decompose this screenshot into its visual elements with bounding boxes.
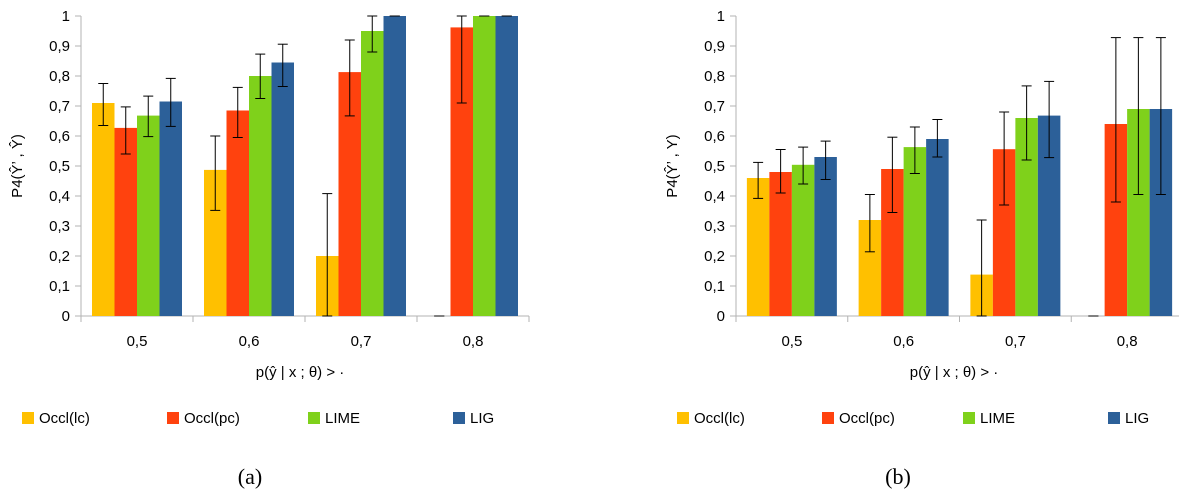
legend-swatch [677,412,689,424]
bar [814,157,837,316]
y-tick-label: 0,7 [704,98,725,115]
panel-caption: (a) [238,464,262,489]
x-tick-label: 0,7 [351,333,372,350]
y-tick-label: 0,2 [49,248,70,265]
x-tick-label: 0,5 [127,333,148,350]
y-axis-label: P4(Ŷ’ , Y) [664,134,681,197]
y-tick-label: 0,3 [704,218,725,235]
bar [1037,115,1061,316]
bar [858,220,882,316]
bar [495,16,518,316]
x-axis-label: p(ŷ | x ; θ) > · [256,364,345,381]
bar [114,127,137,317]
bar [204,169,227,316]
y-tick-label: 0,5 [49,158,70,175]
y-tick-label: 0,8 [704,68,725,85]
y-tick-label: 1 [717,8,725,25]
y-tick-label: 0,8 [49,68,70,85]
y-tick-label: 1 [62,8,70,25]
bar [1127,109,1150,316]
y-tick-label: 0,7 [49,98,70,115]
bar [226,110,249,316]
legend-swatch [1108,412,1120,424]
chart-panel-b: 0 0,1 0,2 0,3 0,4 0,5 0,6 0,7 0,8 0,9 1 0,5 0,6 0,7 0,… [664,8,1179,489]
y-tick-label: 0,6 [704,128,725,145]
bar [1149,109,1173,316]
bar [383,16,406,316]
x-tick-label: 0,7 [1005,333,1026,350]
bar [137,115,160,316]
legend-label: LIG [1125,410,1149,427]
y-tick-label: 0,1 [704,278,725,295]
legend-swatch [308,412,320,424]
y-tick-label: 0,1 [49,278,70,295]
chart-panel-a: 0 0,1 0,2 0,3 0,4 0,5 0,6 0,7 0,8 0,9 1 0,5 0,6 0,7 0,… [9,8,530,489]
legend-swatch [963,412,975,424]
legend-label: Occl(pc) [839,410,895,427]
y-tick-label: 0,4 [49,188,70,205]
bar [1015,118,1038,316]
bar [992,149,1016,316]
x-tick-label: 0,6 [893,333,914,350]
bar [92,103,115,316]
bar [338,72,361,316]
x-tick-label: 0,8 [1117,333,1138,350]
bar [903,147,927,316]
bar [791,164,815,316]
y-tick-label: 0,9 [49,38,70,55]
legend-swatch [822,412,834,424]
y-tick-label: 0,3 [49,218,70,235]
legend-label: Occl(lc) [694,410,745,427]
legend-swatch [22,412,34,424]
bar [159,101,182,316]
bar [769,172,792,316]
bar [746,178,770,316]
x-tick-label: 0,8 [463,333,484,350]
bar [881,169,904,316]
legend-label: Occl(pc) [184,410,240,427]
bar [271,62,294,316]
x-tick-label: 0,5 [781,333,802,350]
x-axis-label: p(ŷ | x ; θ) > · [910,364,999,381]
bar [361,31,384,316]
y-tick-label: 0 [717,308,725,325]
y-tick-label: 0 [62,308,70,325]
legend-label: LIG [470,410,494,427]
legend-label: Occl(lc) [39,410,90,427]
y-tick-label: 0,6 [49,128,70,145]
y-tick-label: 0,4 [704,188,725,205]
legend-label: LIME [325,410,360,427]
bar [249,76,272,316]
x-tick-label: 0,6 [239,333,260,350]
bar [450,27,473,317]
y-tick-label: 0,2 [704,248,725,265]
y-axis-label: P4(Ŷ’ , Ŷ) [9,134,26,198]
legend-swatch [167,412,179,424]
y-tick-label: 0,5 [704,158,725,175]
bar [926,139,949,316]
bar [1104,124,1128,316]
y-tick-label: 0,9 [704,38,725,55]
panel-caption: (b) [885,464,911,489]
bar [473,16,496,316]
legend-swatch [453,412,465,424]
legend-label: LIME [980,410,1015,427]
